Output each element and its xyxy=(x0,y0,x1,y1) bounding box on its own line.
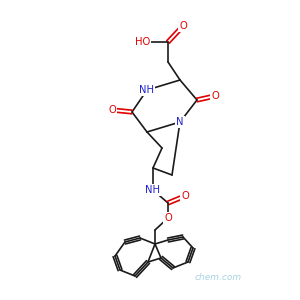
Text: O: O xyxy=(181,191,189,201)
Text: chem.com: chem.com xyxy=(195,274,242,283)
Text: O: O xyxy=(211,91,219,101)
Text: O: O xyxy=(164,213,172,223)
Text: O: O xyxy=(108,105,116,115)
Text: NH: NH xyxy=(146,185,160,195)
Text: O: O xyxy=(179,21,187,31)
Text: N: N xyxy=(176,117,184,127)
Text: NH: NH xyxy=(140,85,154,95)
Text: HO: HO xyxy=(135,37,150,47)
